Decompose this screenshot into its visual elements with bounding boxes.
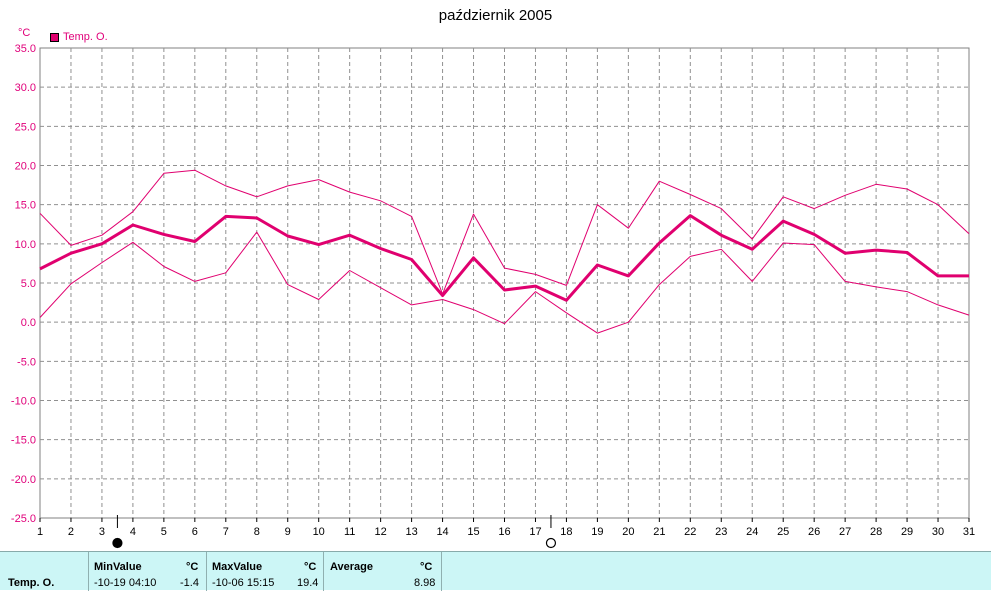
y-tick-label: 0.0 (21, 317, 36, 329)
y-tick-label: 35.0 (15, 43, 36, 55)
stats-row-label: Temp. O. (8, 577, 55, 589)
x-tick-label: 6 (192, 526, 198, 538)
y-tick-label: 25.0 (15, 121, 36, 133)
stats-divider (323, 552, 324, 591)
x-tick-label: 5 (161, 526, 167, 538)
x-tick-label: 31 (963, 526, 975, 538)
x-tick-label: 16 (498, 526, 510, 538)
y-axis-unit: °C (18, 27, 31, 39)
legend: Temp. O. (50, 31, 108, 43)
x-tick-label: 17 (529, 526, 541, 538)
min-header: MinValue (94, 561, 142, 573)
x-tick-label: 27 (839, 526, 851, 538)
avg-unit: °C (420, 561, 433, 573)
max-time: -10-06 15:15 (212, 577, 275, 589)
y-tick-label: 5.0 (21, 278, 36, 290)
x-tick-label: 20 (622, 526, 634, 538)
x-tick-label: 15 (467, 526, 479, 538)
min-unit: °C (186, 561, 199, 573)
x-tick-label: 11 (344, 526, 355, 538)
filled-circle-marker (112, 537, 123, 549)
legend-swatch (50, 32, 59, 42)
x-tick-label: 8 (254, 526, 260, 538)
x-tick-label: 24 (746, 526, 758, 538)
x-tick-label: 23 (715, 526, 727, 538)
x-tick-label: 12 (375, 526, 387, 538)
x-tick-label: 13 (405, 526, 417, 538)
x-tick-label: 19 (591, 526, 603, 538)
y-tick-label: 10.0 (15, 239, 36, 251)
x-tick-label: 29 (901, 526, 913, 538)
x-tick-label: 4 (130, 526, 136, 538)
avg-value: 8.98 (414, 577, 436, 589)
x-tick-label: 25 (777, 526, 789, 538)
series-line-min (39, 231, 970, 334)
min-time: -10-19 04:10 (94, 577, 157, 589)
x-tick-label: 10 (313, 526, 325, 538)
y-tick-label: -20.0 (11, 474, 36, 486)
y-tick-label: 30.0 (15, 82, 36, 94)
x-tick-label: 14 (436, 526, 448, 538)
y-tick-label: -5.0 (17, 356, 36, 368)
y-tick-label: -25.0 (11, 513, 36, 525)
stats-divider (441, 552, 442, 591)
max-unit: °C (304, 561, 317, 573)
stats-divider (88, 552, 89, 591)
x-tick-label: 30 (932, 526, 944, 538)
series-line-max (39, 169, 970, 295)
min-value: -1.4 (180, 577, 199, 589)
temperature-chart: 35.0 30.0 25.0 20.0 15.0 10.0 5.0 0.0 -5.0 -10.0 -… (11, 43, 975, 549)
open-circle-marker (545, 537, 557, 549)
y-tick-label: -10.0 (11, 396, 36, 408)
x-tick-label: 2 (68, 526, 74, 538)
stats-panel: Temp. O. MinValue °C -10-19 04:10 -1.4 M… (0, 551, 991, 591)
x-tick-label: 18 (560, 526, 572, 538)
avg-header: Average (330, 561, 374, 573)
max-header: MaxValue (212, 561, 263, 573)
chart-title: październik 2005 (438, 7, 553, 24)
x-tick-label: 22 (684, 526, 696, 538)
stats-divider (206, 552, 207, 591)
y-tick-label: -15.0 (11, 435, 36, 447)
y-tick-label: 20.0 (15, 161, 36, 173)
x-tick-label: 1 (37, 526, 43, 538)
x-tick-label: 21 (653, 526, 665, 538)
series-line-average (39, 214, 969, 302)
x-tick-label: 3 (99, 526, 105, 538)
x-tick-label: 26 (808, 526, 820, 538)
x-tick-label: 9 (285, 526, 291, 538)
max-value: 19.4 (297, 577, 319, 589)
legend-label: Temp. O. (63, 31, 108, 43)
y-tick-label: 15.0 (15, 200, 36, 212)
x-tick-label: 28 (870, 526, 882, 538)
x-tick-label: 7 (223, 526, 229, 538)
